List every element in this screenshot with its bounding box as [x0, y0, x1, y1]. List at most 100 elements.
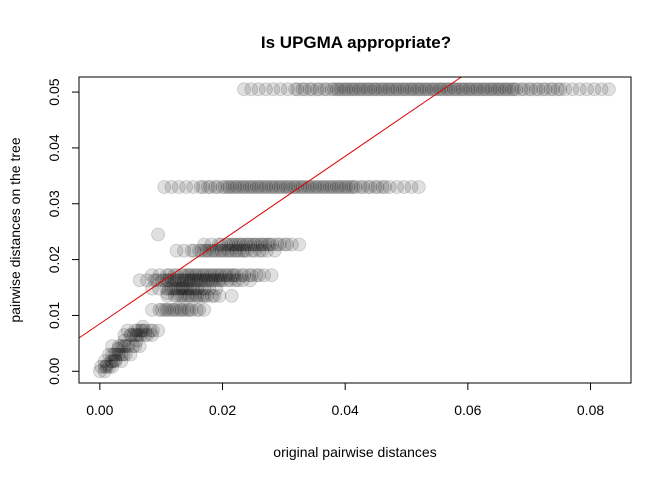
data-point [262, 237, 277, 252]
data-point [353, 180, 368, 194]
data-point [126, 328, 141, 342]
data-point [305, 82, 320, 97]
data-point [403, 82, 417, 97]
data-point [305, 180, 320, 194]
data-point [185, 288, 200, 303]
data-point [234, 268, 249, 283]
data-point [243, 237, 258, 252]
data-point [131, 328, 146, 342]
data-point [339, 180, 354, 194]
data-point [200, 288, 214, 303]
data-point [497, 82, 512, 97]
data-point [175, 288, 190, 303]
data-point [516, 82, 531, 97]
data-point [602, 82, 616, 97]
data-point [363, 180, 378, 194]
data-point [550, 82, 565, 97]
data-point [197, 302, 212, 317]
data-point [322, 180, 337, 194]
data-point [260, 243, 275, 258]
data-point [244, 180, 259, 194]
data-point [243, 273, 258, 288]
data-point [228, 237, 243, 252]
data-point [225, 268, 240, 283]
data-point [536, 82, 551, 97]
data-point [412, 82, 427, 97]
data-point [108, 353, 123, 368]
data-point [252, 268, 267, 283]
data-point [370, 180, 385, 194]
y-tick-label: 0.05 [46, 78, 62, 105]
data-point [94, 359, 108, 374]
data-point [310, 180, 324, 194]
x-tick-label: 0.04 [332, 402, 359, 418]
data-point [255, 237, 270, 252]
data-point [266, 82, 281, 97]
data-point [176, 281, 191, 296]
y-axis: 0.00 0.01 0.02 0.03 0.04 0.05 [46, 78, 80, 385]
data-point [124, 328, 139, 342]
data-point [188, 268, 202, 283]
data-point [288, 82, 303, 97]
data-point [202, 281, 217, 296]
data-point [312, 180, 327, 194]
data-point [337, 82, 352, 97]
data-point [390, 82, 405, 97]
data-point [204, 268, 219, 283]
data-point [193, 180, 208, 194]
data-point [217, 268, 232, 283]
data-point [344, 180, 359, 194]
data-point [145, 268, 159, 283]
data-point [197, 268, 212, 283]
data-point [327, 82, 341, 97]
x-axis-label: original pairwise distances [273, 444, 436, 460]
data-point [112, 339, 126, 354]
data-point [375, 82, 390, 97]
data-point [261, 237, 276, 252]
data-point [344, 82, 359, 97]
data-point [192, 268, 207, 283]
data-point [266, 180, 281, 194]
data-point [222, 180, 237, 194]
data-point [186, 180, 201, 194]
data-point [173, 288, 188, 303]
data-point [171, 180, 186, 194]
data-point [184, 273, 199, 288]
data-point [190, 288, 205, 303]
data-point [157, 180, 172, 194]
data-point [207, 288, 222, 303]
data-point [196, 180, 211, 194]
data-point [220, 180, 235, 194]
data-point [290, 180, 305, 194]
data-point [172, 302, 187, 317]
data-point [230, 273, 245, 288]
data-point [454, 82, 469, 97]
data-point [487, 82, 502, 97]
data-point [494, 82, 509, 97]
data-point [251, 180, 266, 194]
data-point [135, 319, 150, 334]
data-point [207, 268, 222, 283]
data-point [361, 82, 376, 97]
data-point [159, 281, 174, 296]
data-point [292, 237, 307, 252]
data-point [129, 333, 144, 348]
data-point [114, 347, 129, 362]
data-point [334, 82, 349, 97]
data-point [250, 237, 265, 252]
data-point [594, 82, 609, 97]
y-tick-label: 0.02 [46, 246, 62, 273]
data-point [492, 82, 507, 97]
data-point [151, 227, 166, 242]
data-point [123, 347, 138, 362]
data-point [226, 237, 241, 252]
data-point [451, 82, 466, 97]
data-point [100, 357, 115, 372]
data-point [411, 180, 426, 194]
data-point [383, 82, 397, 97]
data-point [392, 82, 407, 97]
data-point [167, 302, 182, 317]
data-point [129, 328, 144, 342]
data-point [521, 82, 536, 97]
data-point [194, 273, 209, 288]
